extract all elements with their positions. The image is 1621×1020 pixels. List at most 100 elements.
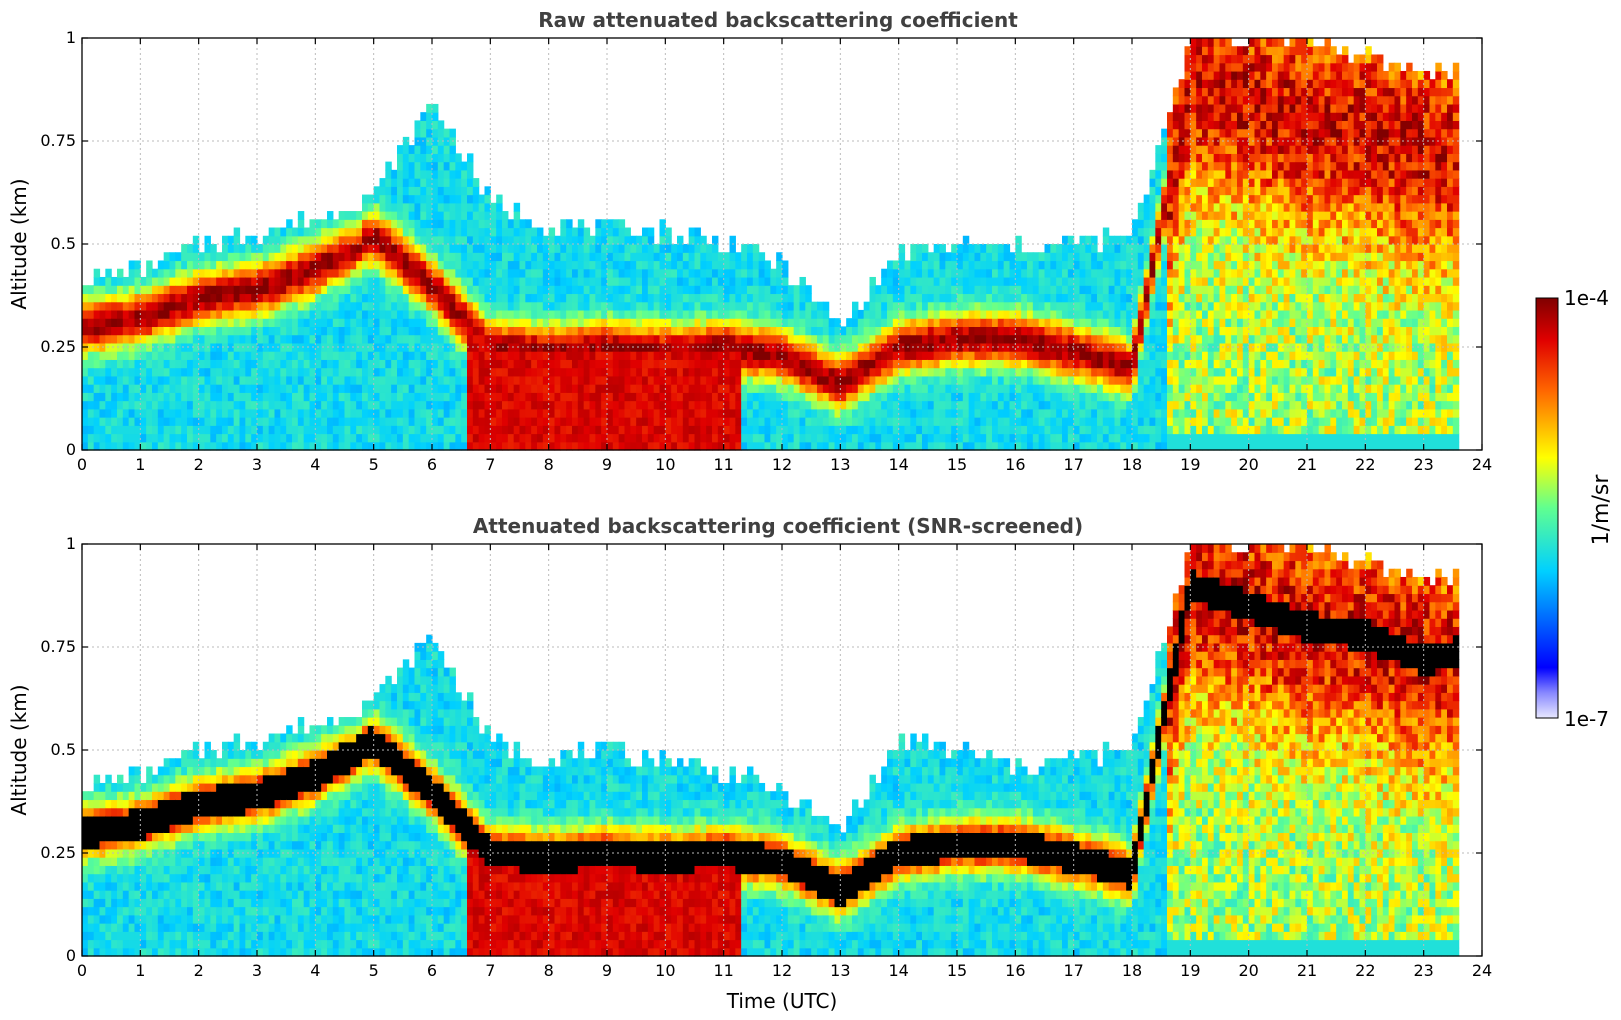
heatmap-cell: [158, 442, 164, 451]
heatmap-cell: [1132, 368, 1138, 377]
heatmap-cell: [590, 409, 596, 418]
heatmap-cell: [724, 392, 730, 401]
heatmap-cell: [444, 145, 450, 154]
heatmap-cell: [1161, 252, 1167, 261]
heatmap-cell: [642, 318, 648, 327]
heatmap-cell: [625, 244, 631, 253]
heatmap-cell: [765, 425, 771, 434]
heatmap-cell: [642, 392, 648, 401]
heatmap-cell: [1120, 252, 1126, 261]
heatmap-cell: [339, 351, 345, 360]
heatmap-cell: [269, 318, 275, 327]
heatmap-cell: [450, 409, 456, 418]
heatmap-cell: [741, 376, 747, 385]
heatmap-cell: [321, 417, 327, 426]
heatmap-cell: [782, 401, 788, 410]
heatmap-cell: [1120, 425, 1126, 434]
heatmap-cell: [333, 228, 339, 237]
heatmap-cell: [455, 368, 461, 377]
heatmap-cell: [280, 318, 286, 327]
heatmap-cell: [269, 252, 275, 261]
heatmap-cell: [432, 153, 438, 162]
heatmap-cell: [479, 401, 485, 410]
heatmap-cell: [444, 434, 450, 443]
heatmap-cell: [129, 384, 135, 393]
heatmap-cell: [975, 244, 981, 253]
heatmap-cell: [292, 302, 298, 311]
heatmap-cell: [1097, 425, 1103, 434]
heatmap-cell: [1132, 252, 1138, 261]
heatmap-cell: [479, 359, 485, 368]
heatmap-cell: [304, 318, 310, 327]
heatmap-cell: [327, 244, 333, 253]
heatmap-cell: [129, 425, 135, 434]
heatmap-cell: [584, 434, 590, 443]
heatmap-cell: [350, 277, 356, 286]
heatmap-cell: [356, 351, 362, 360]
heatmap-cell: [730, 401, 736, 410]
heatmap-cell: [1138, 211, 1144, 220]
heatmap-cell: [811, 335, 817, 344]
heatmap-cell: [385, 186, 391, 195]
heatmap-cell: [216, 392, 222, 401]
heatmap-cell: [864, 392, 870, 401]
heatmap-cell: [630, 244, 636, 253]
heatmap-cell: [975, 277, 981, 286]
heatmap-cell: [1115, 442, 1121, 451]
heatmap-cell: [712, 260, 718, 269]
heatmap-cell: [199, 359, 205, 368]
heatmap-cell: [391, 236, 397, 245]
heatmap-cell: [403, 269, 409, 278]
heatmap-cell: [905, 376, 911, 385]
heatmap-cell: [1144, 376, 1150, 385]
heatmap-cell: [1062, 260, 1068, 269]
heatmap-cell: [175, 368, 181, 377]
heatmap-cell: [572, 228, 578, 237]
heatmap-cell: [695, 277, 701, 286]
heatmap-cell: [164, 285, 170, 294]
heatmap-cell: [1091, 409, 1097, 418]
heatmap-cell: [1050, 351, 1056, 360]
heatmap-cell: [1155, 178, 1161, 187]
heatmap-cell: [1033, 359, 1039, 368]
heatmap-cell: [613, 368, 619, 377]
heatmap-cell: [420, 293, 426, 302]
heatmap-cell: [980, 318, 986, 327]
heatmap-cell: [1085, 434, 1091, 443]
heatmap-cell: [899, 434, 905, 443]
heatmap-cell: [794, 293, 800, 302]
heatmap-cell: [228, 417, 234, 426]
heatmap-cell: [572, 326, 578, 335]
heatmap-cell: [403, 195, 409, 204]
heatmap-cell: [409, 252, 415, 261]
heatmap-cell: [665, 442, 671, 451]
heatmap-cell: [88, 285, 94, 294]
heatmap-cell: [864, 326, 870, 335]
heatmap-cell: [409, 310, 415, 319]
heatmap-cell: [642, 277, 648, 286]
heatmap-cell: [409, 302, 415, 311]
heatmap-cell: [607, 392, 613, 401]
heatmap-cell: [88, 318, 94, 327]
heatmap-cell: [1074, 269, 1080, 278]
heatmap-cell: [858, 417, 864, 426]
heatmap-cell: [409, 293, 415, 302]
heatmap-cell: [671, 318, 677, 327]
heatmap-cell: [677, 260, 683, 269]
heatmap-cell: [438, 162, 444, 171]
heatmap-cell: [280, 368, 286, 377]
heatmap-cell: [280, 252, 286, 261]
heatmap-cell: [730, 318, 736, 327]
heatmap-cell: [782, 293, 788, 302]
heatmap-cell: [1062, 434, 1068, 443]
heatmap-cell: [735, 384, 741, 393]
heatmap-cell: [642, 434, 648, 443]
heatmap-cell: [1173, 392, 1179, 401]
heatmap-cell: [1138, 252, 1144, 261]
heatmap-cell: [1155, 359, 1161, 368]
heatmap-cell: [280, 351, 286, 360]
heatmap-cell: [1109, 384, 1115, 393]
heatmap-cell: [730, 269, 736, 278]
heatmap-cell: [712, 384, 718, 393]
heatmap-cell: [88, 326, 94, 335]
